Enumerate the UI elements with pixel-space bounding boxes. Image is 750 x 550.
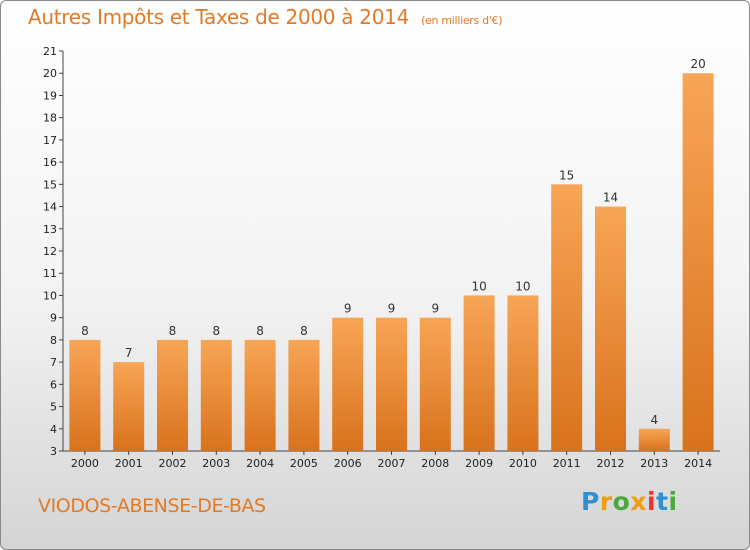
- x-tick-label: 2009: [465, 457, 493, 470]
- y-tick-label: 8: [50, 334, 57, 347]
- value-label-2006: 9: [344, 302, 352, 316]
- y-tick-label: 15: [43, 178, 57, 191]
- logo-letter: i: [647, 487, 657, 516]
- y-tick-label: 19: [43, 89, 57, 102]
- x-tick-label: 2007: [378, 457, 406, 470]
- bar-2002: [157, 339, 188, 451]
- bar-2007: [376, 317, 407, 451]
- value-label-2013: 4: [650, 413, 658, 427]
- x-tick-label: 2006: [334, 457, 362, 470]
- logo-letter: i: [668, 487, 678, 516]
- value-label-2004: 8: [256, 324, 264, 338]
- bar-2005: [288, 339, 320, 451]
- y-tick-label: 5: [50, 401, 57, 414]
- x-tick-label: 2005: [290, 457, 318, 470]
- bar-2013: [638, 428, 670, 451]
- value-labels: 8 7 8 8 8 8 9 9 9 10 10 15 14 4 20: [81, 57, 706, 427]
- bar-2008: [419, 317, 451, 451]
- y-tick-label: 3: [50, 445, 57, 458]
- bar-2012: [595, 206, 626, 451]
- value-label-2002: 8: [169, 324, 177, 338]
- x-tick-label: 2002: [159, 457, 187, 470]
- y-tick-label: 21: [43, 45, 57, 58]
- y-tick-label: 11: [43, 267, 57, 280]
- y-tick-label: 17: [43, 134, 57, 147]
- y-tick-label: 20: [43, 67, 57, 80]
- y-tick-label: 13: [43, 223, 57, 236]
- chart-title: Autres Impôts et Taxes de 2000 à 2014 (e…: [28, 5, 503, 29]
- bar-2011: [551, 184, 583, 452]
- x-tick-label: 2014: [684, 457, 712, 470]
- logo-letter: P: [581, 487, 600, 516]
- bars: [69, 73, 714, 452]
- axes: 3 4 5 6 7 8 9 10 11 12 13 14 15 16 17 18 19 20 21 2000 2001 2…: [43, 45, 720, 470]
- logo-letter: t: [656, 487, 669, 516]
- x-tick-label: 2011: [553, 457, 581, 470]
- logo-letter: o: [612, 487, 631, 516]
- value-label-2012: 14: [603, 191, 618, 205]
- value-label-2000: 8: [81, 324, 89, 338]
- y-tick-label: 10: [43, 289, 57, 302]
- y-tick-label: 18: [43, 112, 57, 125]
- x-tick-label: 2008: [421, 457, 449, 470]
- bar-2004: [244, 339, 276, 451]
- y-tick-label: 7: [50, 356, 57, 369]
- x-tick-label: 2001: [115, 457, 143, 470]
- proxiti-logo: Proxiti: [581, 487, 678, 516]
- x-tick-label: 2013: [640, 457, 668, 470]
- value-label-2014: 20: [690, 57, 705, 71]
- value-label-2010: 10: [515, 279, 530, 293]
- value-label-2005: 8: [300, 324, 308, 338]
- x-tick-label: 2010: [509, 457, 537, 470]
- logo-letter: r: [599, 487, 613, 516]
- y-tick-label: 14: [43, 201, 57, 214]
- y-tick-label: 16: [43, 156, 57, 169]
- value-label-2011: 15: [559, 168, 574, 182]
- value-label-2001: 7: [125, 346, 133, 360]
- y-tick-label: 9: [50, 312, 57, 325]
- x-tick-label: 2004: [246, 457, 274, 470]
- bar-2001: [113, 362, 145, 451]
- chart-title-text: Autres Impôts et Taxes de 2000 à 2014: [28, 5, 409, 29]
- y-tick-label: 12: [43, 245, 57, 258]
- value-label-2007: 9: [388, 302, 396, 316]
- value-label-2003: 8: [212, 324, 220, 338]
- bar-2014: [682, 73, 714, 451]
- bar-2003: [200, 339, 232, 451]
- bar-2010: [507, 295, 539, 451]
- chart-unit: (en milliers d'€): [421, 14, 503, 27]
- value-label-2008: 9: [431, 302, 439, 316]
- x-tick-label: 2012: [597, 457, 625, 470]
- x-tick-label: 2003: [202, 457, 230, 470]
- bar-2009: [463, 295, 495, 451]
- bar-2000: [69, 339, 101, 451]
- commune-name: VIODOS-ABENSE-DE-BAS: [38, 495, 266, 517]
- logo-letter: x: [630, 487, 647, 516]
- bar-2006: [332, 317, 364, 451]
- y-tick-label: 6: [50, 378, 57, 391]
- x-tick-label: 2000: [71, 457, 99, 470]
- value-label-2009: 10: [471, 279, 486, 293]
- y-tick-label: 4: [50, 423, 57, 436]
